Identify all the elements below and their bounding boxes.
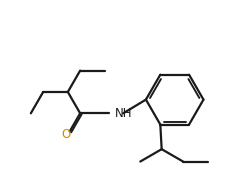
Text: O: O <box>62 128 71 141</box>
Text: NH: NH <box>114 107 132 120</box>
